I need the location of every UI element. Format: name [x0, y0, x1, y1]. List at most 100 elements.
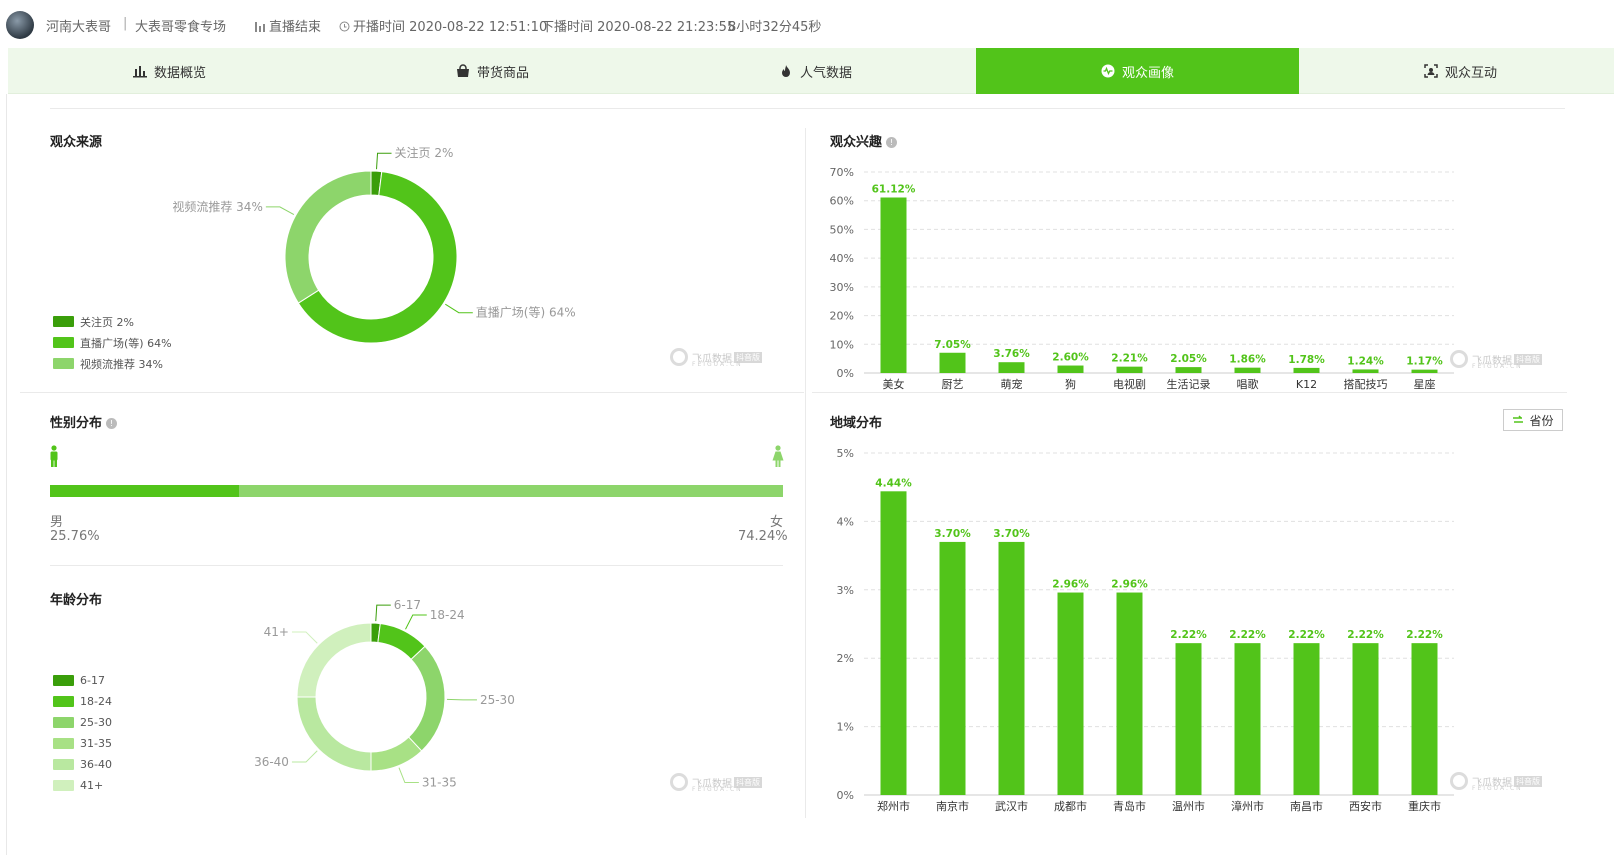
- donut-slice-label: 视频流推荐 34%: [172, 199, 263, 214]
- bar[interactable]: [1234, 643, 1261, 795]
- bar[interactable]: [998, 541, 1025, 795]
- bar[interactable]: [880, 197, 907, 373]
- watermark-logo: [670, 348, 688, 366]
- legend-label: 36-40: [80, 758, 112, 771]
- bar-data-label: 1.86%: [1229, 354, 1266, 366]
- female-figure-icon: [772, 445, 784, 467]
- bar[interactable]: [1175, 643, 1202, 795]
- watermark-tag: 抖音版: [734, 351, 762, 363]
- watermark: 飞瓜数据 抖音版 FEIGUA.CN: [1450, 772, 1542, 792]
- donut-slice[interactable]: [296, 622, 372, 698]
- avatar[interactable]: [6, 11, 34, 39]
- legend-label: 直播广场(等) 64%: [80, 336, 172, 350]
- donut-slice[interactable]: [407, 645, 446, 752]
- bar[interactable]: [1234, 367, 1261, 373]
- legend-item[interactable]: 6-17: [53, 670, 112, 691]
- legend-item[interactable]: 36-40: [53, 754, 112, 775]
- donut-slice-label: 36-40: [254, 755, 289, 769]
- bar[interactable]: [1175, 367, 1202, 373]
- anchor-name[interactable]: 河南大表哥: [46, 20, 112, 35]
- donut-leader-line: [398, 767, 419, 784]
- legend-item[interactable]: 25-30: [53, 712, 112, 733]
- flame-icon: [781, 65, 790, 77]
- bar[interactable]: [1411, 369, 1438, 373]
- legend-label: 视频流推荐 34%: [80, 357, 163, 371]
- bar-data-label: 2.96%: [1052, 579, 1089, 591]
- bar[interactable]: [1293, 367, 1320, 373]
- y-tick-label: 5%: [837, 447, 854, 460]
- bar[interactable]: [1116, 592, 1143, 795]
- tab-label: 观众互动: [1444, 65, 1497, 81]
- watermark-tag: 抖音版: [734, 776, 762, 788]
- live-status-text: 直播结束: [269, 20, 322, 35]
- bar[interactable]: [1057, 592, 1084, 795]
- donut-leader-line: [375, 604, 391, 622]
- watermark-sub: FEIGUA.CN: [692, 361, 743, 368]
- info-icon[interactable]: !: [106, 418, 118, 429]
- start-time: 2020-08-22 12:51:10: [409, 20, 548, 35]
- legend-swatch: [53, 358, 74, 369]
- bar[interactable]: [1057, 365, 1084, 373]
- bar[interactable]: [939, 541, 966, 795]
- donut-slice[interactable]: [370, 736, 423, 772]
- bar-data-label: 2.21%: [1111, 353, 1148, 365]
- male-percent: 25.76%: [50, 529, 100, 544]
- donut-leader-line: [291, 631, 318, 644]
- bar[interactable]: [1116, 366, 1143, 373]
- y-tick-label: 10%: [830, 338, 854, 351]
- donut-slice[interactable]: [297, 171, 458, 344]
- legend-swatch: [53, 696, 74, 707]
- left-row-divider: [20, 392, 804, 393]
- gender-title-text: 性别分布: [50, 416, 103, 431]
- age-legend: 6-17 18-24 25-30 31-35 36-40 41+: [53, 670, 112, 796]
- legend-item[interactable]: 直播广场(等) 64%: [53, 332, 172, 353]
- legend-item[interactable]: 视频流推荐 34%: [53, 353, 172, 374]
- bar[interactable]: [880, 491, 907, 795]
- legend-item[interactable]: 31-35: [53, 733, 112, 754]
- bar[interactable]: [939, 352, 966, 373]
- legend-item[interactable]: 关注页 2%: [53, 311, 172, 332]
- gender-title: 性别分布!: [50, 412, 118, 431]
- bar[interactable]: [1352, 369, 1379, 373]
- bar-data-label: 2.22%: [1347, 629, 1384, 641]
- start-label: 开播时间: [353, 20, 406, 35]
- x-tick-label: 重庆市: [1408, 799, 1441, 813]
- legend-item[interactable]: 41+: [53, 775, 112, 796]
- province-toggle-button[interactable]: 省份: [1503, 409, 1563, 431]
- tab-data-overview[interactable]: 数据概览: [8, 48, 331, 94]
- y-tick-label: 1%: [837, 721, 854, 734]
- right-row-divider: [812, 392, 1567, 393]
- legend-label: 31-35: [80, 737, 112, 750]
- bar-data-label: 2.22%: [1406, 629, 1443, 641]
- bar-data-label: 2.22%: [1288, 629, 1325, 641]
- watermark-sub: FEIGUA.CN: [1472, 785, 1523, 792]
- y-tick-label: 0%: [837, 367, 854, 380]
- x-tick-label: 西安市: [1349, 799, 1382, 813]
- tab-products[interactable]: 带货商品: [331, 48, 654, 94]
- end-time: 2020-08-22 21:23:55: [597, 20, 736, 35]
- bar-data-label: 3.70%: [934, 528, 971, 540]
- bar[interactable]: [1293, 643, 1320, 795]
- y-tick-label: 0%: [837, 789, 854, 802]
- donut-slice[interactable]: [284, 170, 372, 304]
- bar[interactable]: [998, 362, 1025, 373]
- x-tick-label: 武汉市: [995, 799, 1028, 813]
- pulse-icon: [1101, 64, 1115, 78]
- bar[interactable]: [1352, 643, 1379, 795]
- bar[interactable]: [1411, 643, 1438, 795]
- watermark-name: 飞瓜数据: [1472, 355, 1512, 367]
- tab-popularity[interactable]: 人气数据: [654, 48, 977, 94]
- donut-slice-label: 31-35: [422, 776, 457, 790]
- tab-audience-interaction[interactable]: 观众互动: [1299, 48, 1614, 94]
- donut-slice-label: 18-24: [430, 608, 465, 622]
- audience-source-donut-chart: 关注页 2% 直播广场(等) 64% 视频流推荐 34%: [172, 145, 576, 344]
- scan-user-icon: [1424, 64, 1438, 78]
- header-bar: 河南大表哥 | 大表哥零食专场 直播结束 开播时间 2020-08-22 12:…: [0, 0, 1614, 48]
- watermark-name: 飞瓜数据: [692, 778, 732, 790]
- tab-audience-portrait[interactable]: 观众画像: [976, 48, 1299, 94]
- top-divider: [50, 108, 1565, 109]
- info-icon[interactable]: !: [886, 137, 898, 148]
- clock-icon: [339, 21, 350, 32]
- legend-item[interactable]: 18-24: [53, 691, 112, 712]
- room-title: 大表哥零食专场: [135, 20, 227, 35]
